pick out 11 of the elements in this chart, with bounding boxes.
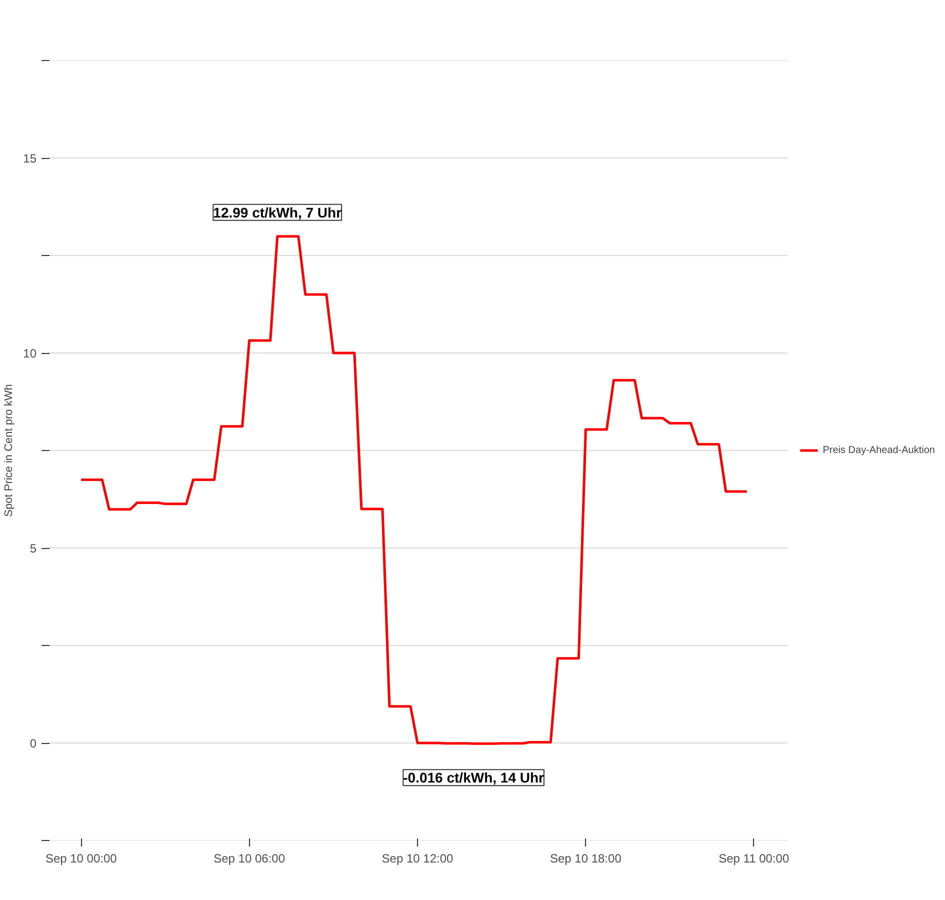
y-tick-label: 15 [23, 152, 37, 166]
y-tick-label: 5 [30, 542, 37, 556]
x-tick-label: Sep 11 00:00 [718, 852, 790, 866]
y-tick-label: 0 [30, 736, 37, 750]
x-tick-label: Sep 10 06:00 [214, 852, 286, 866]
x-tick-label: Sep 10 12:00 [382, 852, 454, 866]
x-tick-label: Sep 10 00:00 [45, 852, 118, 866]
y-axis-title: Spot Price in Cent pro kWh [3, 384, 16, 517]
legend-label: Preis Day-Ahead-Auktion [822, 444, 935, 456]
x-tick-label: Sep 10 18:00 [550, 852, 622, 866]
y-tick-label: 10 [23, 346, 37, 360]
